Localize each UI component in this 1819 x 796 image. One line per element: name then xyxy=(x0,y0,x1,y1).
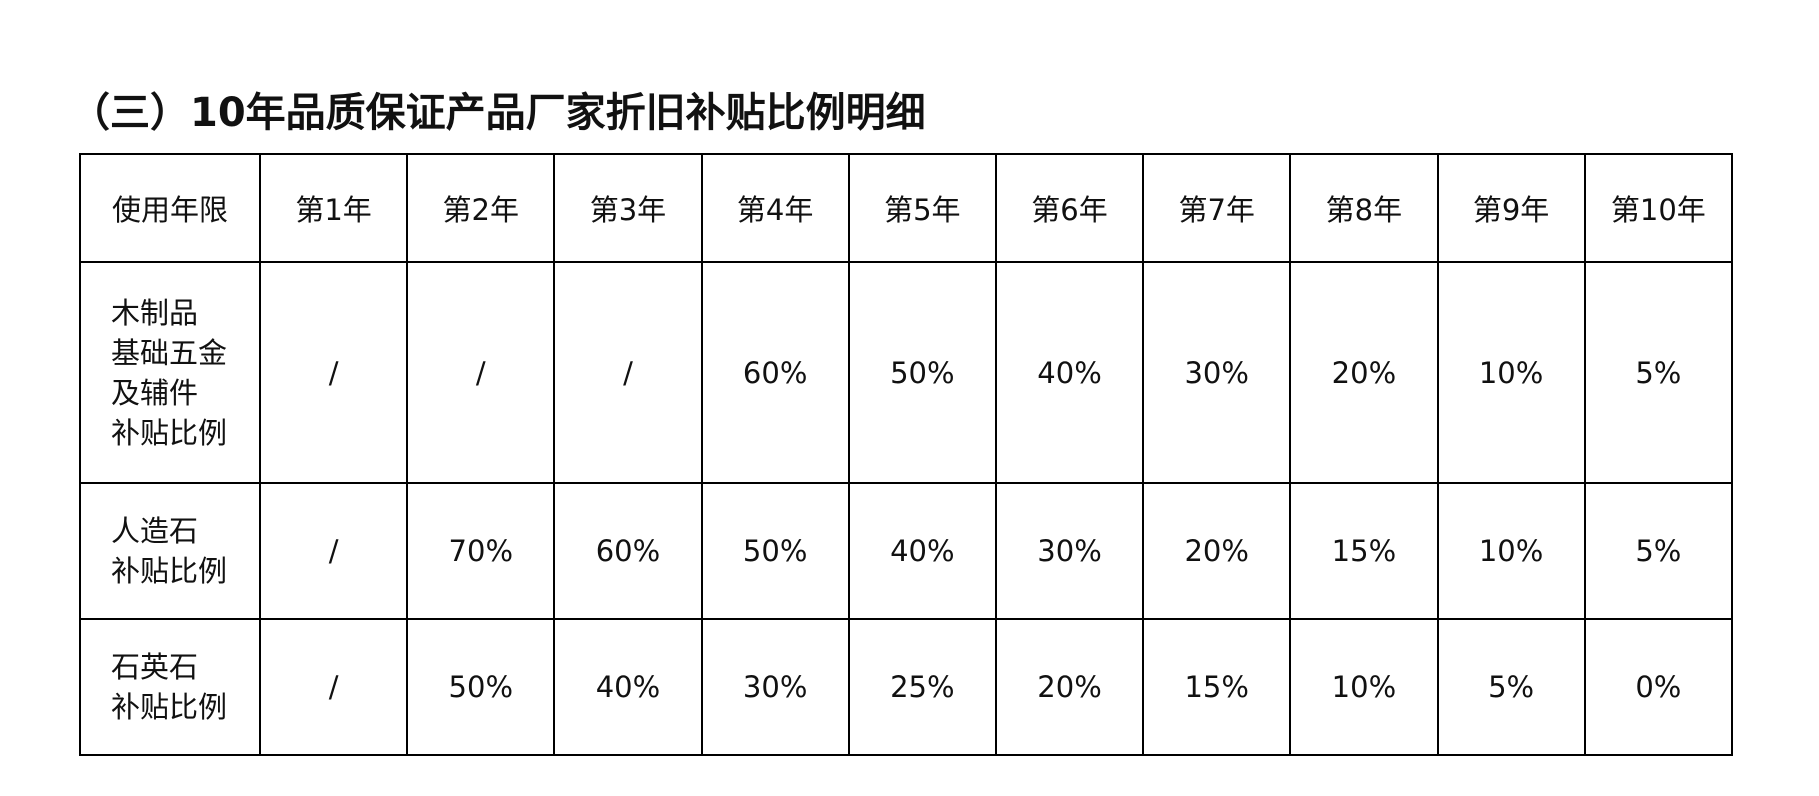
table-row: 人造石 补贴比例/70% 60% 50% 40% 30% 20% 15% 10% 5% xyxy=(79,482,1734,620)
subsidy-table: 使用年限 第1年 第2年 第3年 第4年 第5年 第6年 第7年 第8年 第9年 第10年木制品基础… xyxy=(79,153,1734,756)
header-year-3: 第3年 xyxy=(553,153,703,263)
cell-year-3: / xyxy=(553,261,703,484)
header-year-8: 第8年 xyxy=(1289,153,1439,263)
row-label-line: 石英石 xyxy=(111,650,199,684)
row-label: 石英石 补贴比例 xyxy=(79,618,261,756)
cell-year-7: 30% xyxy=(1142,261,1292,484)
header-year-4: 第4年 xyxy=(700,153,850,263)
cell-year-1: / xyxy=(258,482,409,620)
row-label-line: 补贴比例 xyxy=(111,415,228,450)
cell-year-7: 15% xyxy=(1142,618,1292,756)
cell-year-9: 10% xyxy=(1436,261,1586,484)
cell-year-10: 0% xyxy=(1583,618,1734,756)
cell-year-4: 30% xyxy=(700,618,850,756)
cell-year-5: 25% xyxy=(847,618,997,756)
cell-year-4: 50% xyxy=(700,482,850,620)
cell-year-5: 50% xyxy=(847,261,997,484)
cell-year-3: 60% xyxy=(553,482,703,620)
cell-year-6: 30% xyxy=(994,482,1145,620)
row-label-line: 基础五金 xyxy=(111,335,228,370)
cell-year-10: 5% xyxy=(1583,482,1734,620)
cell-year-2: 50% xyxy=(406,618,556,756)
cell-year-5: 40% xyxy=(847,482,997,620)
header-year-10: 第10年 xyxy=(1583,153,1734,263)
row-label-line: 及辅件 xyxy=(111,375,199,410)
cell-year-7: 20% xyxy=(1142,482,1292,620)
cell-year-2: 70% xyxy=(406,482,556,620)
header-year-2: 第2年 xyxy=(406,153,556,263)
cell-year-9: 5% xyxy=(1436,618,1586,756)
cell-year-1: / xyxy=(258,261,409,484)
row-label-line: 补贴比例 xyxy=(111,690,228,724)
header-year-5: 第5年 xyxy=(847,153,997,263)
cell-year-1: / xyxy=(258,618,409,756)
header-usage-years: 使用年限 xyxy=(79,153,261,263)
row-label: 木制品基础五金及辅件补贴比例 xyxy=(79,261,261,484)
cell-year-10: 5% xyxy=(1583,261,1734,484)
header-year-6: 第6年 xyxy=(994,153,1145,263)
cell-year-2: / xyxy=(406,261,556,484)
table-row: 木制品 基础五金 及辅件 补贴比例 / //60% 50% 40% 30% 20% 10% 5% xyxy=(79,261,1734,484)
row-label: 人造石 补贴比例 xyxy=(79,482,261,620)
cell-year-8: 15% xyxy=(1289,482,1439,620)
table-row: 石英石 补贴比例/50% 40% 30% 25% 20% 15% 10% 5% 0% xyxy=(79,618,1734,756)
header-year-1: 第1年 xyxy=(258,153,409,263)
cell-year-6: 20% xyxy=(994,618,1145,756)
row-label-line: 补贴比例 xyxy=(111,554,228,588)
cell-year-9: 10% xyxy=(1436,482,1586,620)
cell-year-4: 60% xyxy=(700,261,850,484)
cell-year-3: 40% xyxy=(553,618,703,756)
header-year-7: 第7年 xyxy=(1142,153,1292,263)
row-label-line: 人造石 xyxy=(111,514,199,548)
header-row: 使用年限 第1年 第2年 第3年 第4年 第5年 第6年 第7年 第8年 第9年 第10年 xyxy=(79,153,1734,263)
header-year-9: 第9年 xyxy=(1436,153,1586,263)
page-title: （三）10年品质保证产品厂家折旧补贴比例明细 xyxy=(70,90,926,136)
cell-year-8: 10% xyxy=(1289,618,1439,756)
row-label-line: 木制品 xyxy=(111,295,199,330)
cell-year-8: 20% xyxy=(1289,261,1439,484)
cell-year-6: 40% xyxy=(994,261,1145,484)
